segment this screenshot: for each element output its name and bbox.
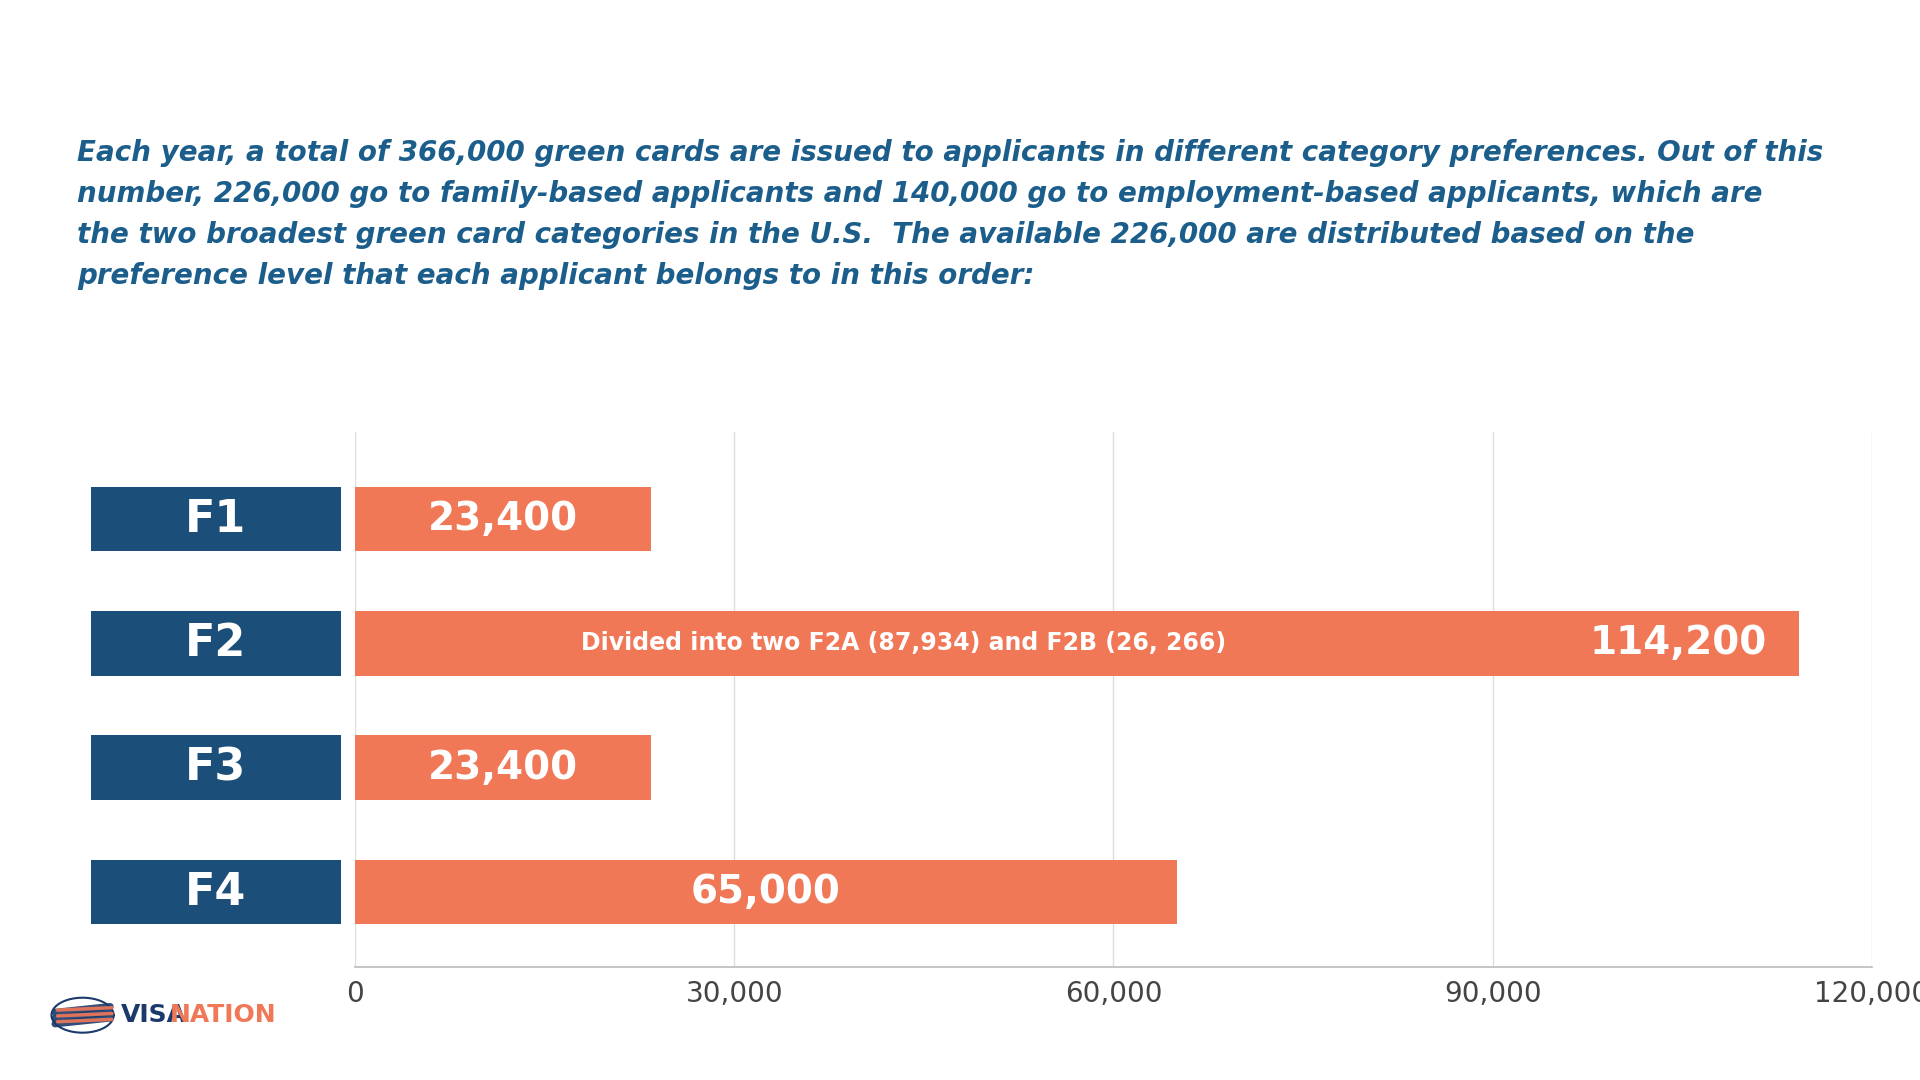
FancyBboxPatch shape	[90, 735, 342, 800]
Text: F1: F1	[184, 498, 246, 540]
Text: NATION: NATION	[169, 1003, 276, 1027]
FancyBboxPatch shape	[90, 487, 342, 552]
Text: Each year, a total of 366,000 green cards are issued to applicants in different : Each year, a total of 366,000 green card…	[77, 139, 1824, 291]
FancyBboxPatch shape	[355, 611, 1799, 676]
Text: VISA: VISA	[121, 1003, 186, 1027]
Text: 23,400: 23,400	[428, 748, 578, 786]
Text: Divided into two F2A (87,934) and F2B (26, 266): Divided into two F2A (87,934) and F2B (2…	[582, 632, 1227, 656]
FancyBboxPatch shape	[90, 611, 342, 676]
Text: F4: F4	[184, 870, 246, 914]
FancyBboxPatch shape	[355, 860, 1177, 924]
Text: F2: F2	[184, 622, 246, 665]
Text: 65,000: 65,000	[691, 873, 841, 912]
Text: F3: F3	[184, 746, 246, 789]
Text: 23,400: 23,400	[428, 500, 578, 538]
FancyBboxPatch shape	[355, 487, 651, 552]
Text: 114,200: 114,200	[1590, 624, 1766, 662]
FancyBboxPatch shape	[90, 860, 342, 924]
Text: Green Cards Allocated Per Category: Green Cards Allocated Per Category	[200, 19, 1720, 94]
FancyBboxPatch shape	[355, 735, 651, 800]
